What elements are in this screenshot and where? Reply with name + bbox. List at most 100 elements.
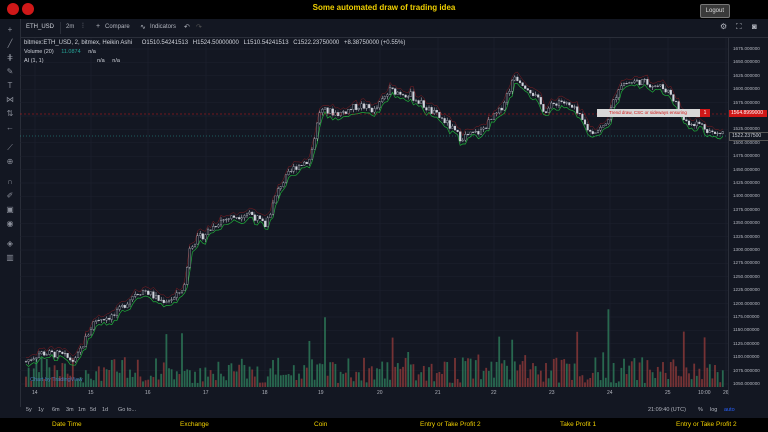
range-6m[interactable]: 6m <box>52 407 60 413</box>
tab-take-profit-1[interactable]: Take Profit 1 <box>560 421 597 428</box>
legend-ai-label[interactable]: AI (1, 1) <box>24 58 44 64</box>
gear-icon[interactable]: ⚙ <box>720 22 728 31</box>
candle-body <box>474 131 477 133</box>
candle-body <box>264 220 267 228</box>
log-toggle[interactable]: log <box>710 407 718 413</box>
volume-bar <box>212 373 215 387</box>
candle-body <box>204 234 207 240</box>
tab-exchange[interactable]: Exchange <box>180 421 209 428</box>
tab-coin[interactable]: Coin <box>314 421 328 428</box>
range-1m[interactable]: 1m <box>78 407 86 413</box>
candle-body <box>45 354 48 356</box>
redo-icon[interactable]: ↷ <box>196 24 202 31</box>
candle-body <box>365 104 368 109</box>
goto-button[interactable]: Go to... <box>118 407 137 413</box>
auto-toggle[interactable]: auto <box>724 407 735 413</box>
tab-entry-take-profit-2b[interactable]: Entry or Take Profit 2 <box>676 421 737 428</box>
volume-bar <box>326 375 329 387</box>
tradingview-watermark[interactable]: Chart by TradingView <box>30 377 83 383</box>
lock-icon[interactable]: ▣ <box>6 205 14 214</box>
candle-body <box>154 295 158 299</box>
volume-bar <box>66 373 69 387</box>
trash-icon[interactable]: ▥ <box>6 253 14 262</box>
volume-bar <box>175 371 178 387</box>
volume-bar <box>594 357 597 387</box>
candle-body <box>661 84 665 90</box>
interval-button[interactable]: 2m <box>66 24 75 30</box>
volume-bar <box>181 333 183 387</box>
fullscreen-icon[interactable]: ⛶ <box>736 22 742 31</box>
volume-bar <box>716 372 719 387</box>
candle-body <box>97 319 100 321</box>
legend-volume-label[interactable]: Volume (20) <box>24 49 54 55</box>
candle-body <box>251 211 254 215</box>
tab-entry-take-profit-2[interactable]: Entry or Take Profit 2 <box>420 421 481 428</box>
legend-symbol[interactable]: bitmex:ETH_USD, 2, bitmex, Heikin Ashi <box>24 40 133 46</box>
compare-button[interactable]: Compare <box>105 24 130 30</box>
range-3m[interactable]: 3m <box>66 407 74 413</box>
trade-idea-annotation[interactable]: Trend draw, CSC or sideways ensuring <box>597 109 700 117</box>
chart-type-icon[interactable]: ⫶ <box>82 23 84 30</box>
candle-body <box>713 131 717 134</box>
indicators-button[interactable]: Indicators <box>150 24 177 30</box>
price-tick-label: 1350.000000 <box>733 220 760 226</box>
arrow-icon[interactable]: ← <box>6 123 14 132</box>
percent-toggle[interactable]: % <box>698 407 703 413</box>
plus-icon[interactable]: + <box>96 23 101 30</box>
volume-bar <box>324 317 326 387</box>
ruler-icon[interactable]: ⟋ <box>7 143 13 152</box>
camera-icon[interactable]: ◙ <box>752 22 757 31</box>
candle-body <box>615 97 618 100</box>
pattern-icon[interactable]: ⋈ <box>6 95 14 104</box>
candle-body <box>669 89 672 95</box>
price-chart[interactable]: 14 15 16 17 18 19 20 21 22 23 24 25 26 10:00 <box>20 38 728 395</box>
range-5y[interactable]: 5y <box>26 407 32 413</box>
range-5d[interactable]: 5d <box>90 407 97 413</box>
brand-logo-icon <box>22 3 34 15</box>
text-icon[interactable]: T <box>7 81 13 90</box>
candle-body <box>589 129 592 132</box>
candle-body <box>357 108 360 110</box>
volume-bar <box>285 374 287 387</box>
annotation-close-button[interactable]: 1 <box>700 109 710 117</box>
price-tick-label: 1275.000000 <box>733 260 760 266</box>
volume-bar <box>110 359 113 387</box>
tab-date-time[interactable]: Date Time <box>52 421 82 428</box>
candle-body <box>225 219 228 221</box>
candle-body <box>248 211 251 215</box>
volume-bar <box>485 367 488 387</box>
trend-line-icon[interactable]: ╱ <box>7 39 13 48</box>
eye-icon[interactable]: ◉ <box>6 219 14 228</box>
volume-bar <box>576 331 579 387</box>
candle-body <box>212 226 215 231</box>
symbol-search-button[interactable]: ETH_USD <box>26 24 55 30</box>
brush-icon[interactable]: ✎ <box>6 67 14 76</box>
candle-body <box>79 347 82 353</box>
volume-bar <box>456 379 459 387</box>
zoom-icon[interactable]: ⊕ <box>6 157 14 166</box>
candle-body <box>61 351 64 354</box>
indicators-icon[interactable]: ∿ <box>140 24 146 31</box>
candle-body <box>466 134 470 136</box>
volume-bar <box>194 371 196 387</box>
volume-bar <box>152 377 155 387</box>
volume-bar <box>201 381 204 387</box>
prediction-icon[interactable]: ⇅ <box>6 109 14 118</box>
volume-bar <box>342 373 345 387</box>
candle-body <box>503 102 506 111</box>
layers-icon[interactable]: ◈ <box>6 239 14 248</box>
magnet-icon[interactable]: ∩ <box>7 177 13 186</box>
price-axis[interactable]: 1675.000000 1650.000000 1625.000000 1600.00… <box>728 38 768 395</box>
candle-body <box>321 109 324 113</box>
undo-icon[interactable]: ↶ <box>184 24 190 31</box>
volume-bar <box>519 364 521 387</box>
logout-button[interactable]: Logout <box>699 4 730 18</box>
fib-icon[interactable]: ⋕ <box>6 53 14 62</box>
crosshair-icon[interactable]: + <box>7 25 13 34</box>
candle-body <box>453 125 457 131</box>
candle-body <box>513 76 516 81</box>
volume-bar <box>628 365 631 387</box>
range-1d[interactable]: 1d <box>102 407 109 413</box>
stay-drawing-icon[interactable]: ✐ <box>6 191 14 200</box>
range-1y[interactable]: 1y <box>38 407 44 413</box>
